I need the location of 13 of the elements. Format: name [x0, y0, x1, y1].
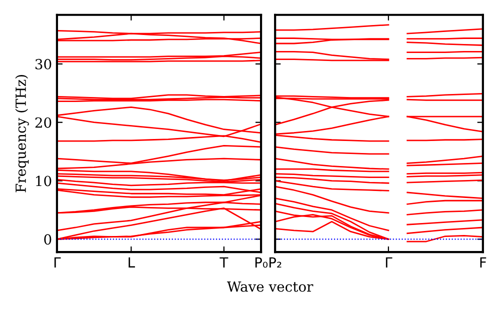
x-tick-label: L: [128, 257, 135, 268]
y-axis-title: Frequency (THz): [15, 75, 29, 192]
y-tick-label: 0: [44, 234, 52, 245]
x-tick-label: T: [220, 257, 228, 268]
x-tick-label: F: [480, 257, 486, 268]
x-tick-label: Γ: [386, 257, 392, 268]
x-tick-label: P₂: [269, 257, 282, 268]
y-tick-label: 20: [35, 117, 52, 128]
x-tick-label: P₀: [255, 257, 268, 268]
y-tick-label: 10: [36, 176, 52, 186]
x-tick-label: Γ: [54, 257, 61, 268]
x-axis-title: Wave vector: [227, 281, 314, 292]
y-tick-label: 30: [36, 58, 52, 70]
